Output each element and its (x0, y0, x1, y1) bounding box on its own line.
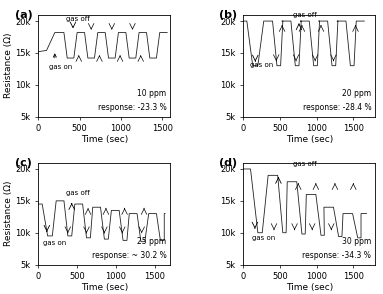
Text: response: -34.3 %: response: -34.3 % (303, 250, 372, 260)
X-axis label: Time (sec): Time (sec) (81, 135, 128, 144)
Text: gas off: gas off (66, 16, 90, 22)
Text: gas off: gas off (293, 12, 317, 18)
Text: gas on: gas on (252, 235, 275, 241)
Text: 30 ppm: 30 ppm (342, 237, 372, 246)
Text: (d): (d) (219, 158, 237, 168)
Text: gas on: gas on (43, 240, 66, 246)
Text: gas off: gas off (66, 190, 90, 196)
Text: gas on: gas on (49, 64, 72, 71)
X-axis label: Time (sec): Time (sec) (81, 283, 128, 292)
Text: gas on: gas on (250, 62, 273, 68)
Y-axis label: Resistance (Ω): Resistance (Ω) (3, 181, 13, 246)
Text: 20 ppm: 20 ppm (342, 89, 372, 98)
Text: 10 ppm: 10 ppm (137, 89, 167, 98)
Text: response: ~ 30.2 %: response: ~ 30.2 % (92, 250, 167, 260)
Y-axis label: Resistance (Ω): Resistance (Ω) (3, 33, 13, 98)
Text: (a): (a) (15, 10, 32, 20)
X-axis label: Time (sec): Time (sec) (286, 135, 333, 144)
Text: response: -28.4 %: response: -28.4 % (303, 103, 372, 112)
Text: (b): (b) (219, 10, 237, 20)
Text: 25 ppm: 25 ppm (137, 237, 167, 246)
Text: response: -23.3 %: response: -23.3 % (98, 103, 167, 112)
Text: (c): (c) (15, 158, 31, 168)
Text: gas off: gas off (293, 161, 317, 167)
X-axis label: Time (sec): Time (sec) (286, 283, 333, 292)
